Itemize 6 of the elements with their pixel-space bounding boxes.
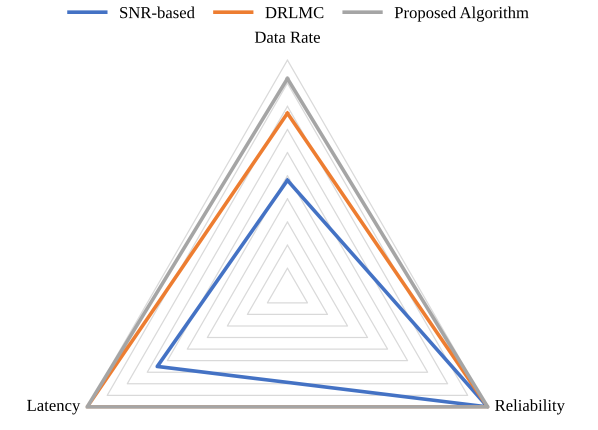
legend-label: Proposed Algorithm xyxy=(394,6,529,22)
spoke-label: Data Rate xyxy=(254,32,320,43)
spoke-label: Reliability xyxy=(495,399,565,414)
legend-label: DRLMC xyxy=(265,7,324,18)
legend-label: SNR-based xyxy=(120,6,195,18)
spoke-label: Latency xyxy=(27,400,80,414)
